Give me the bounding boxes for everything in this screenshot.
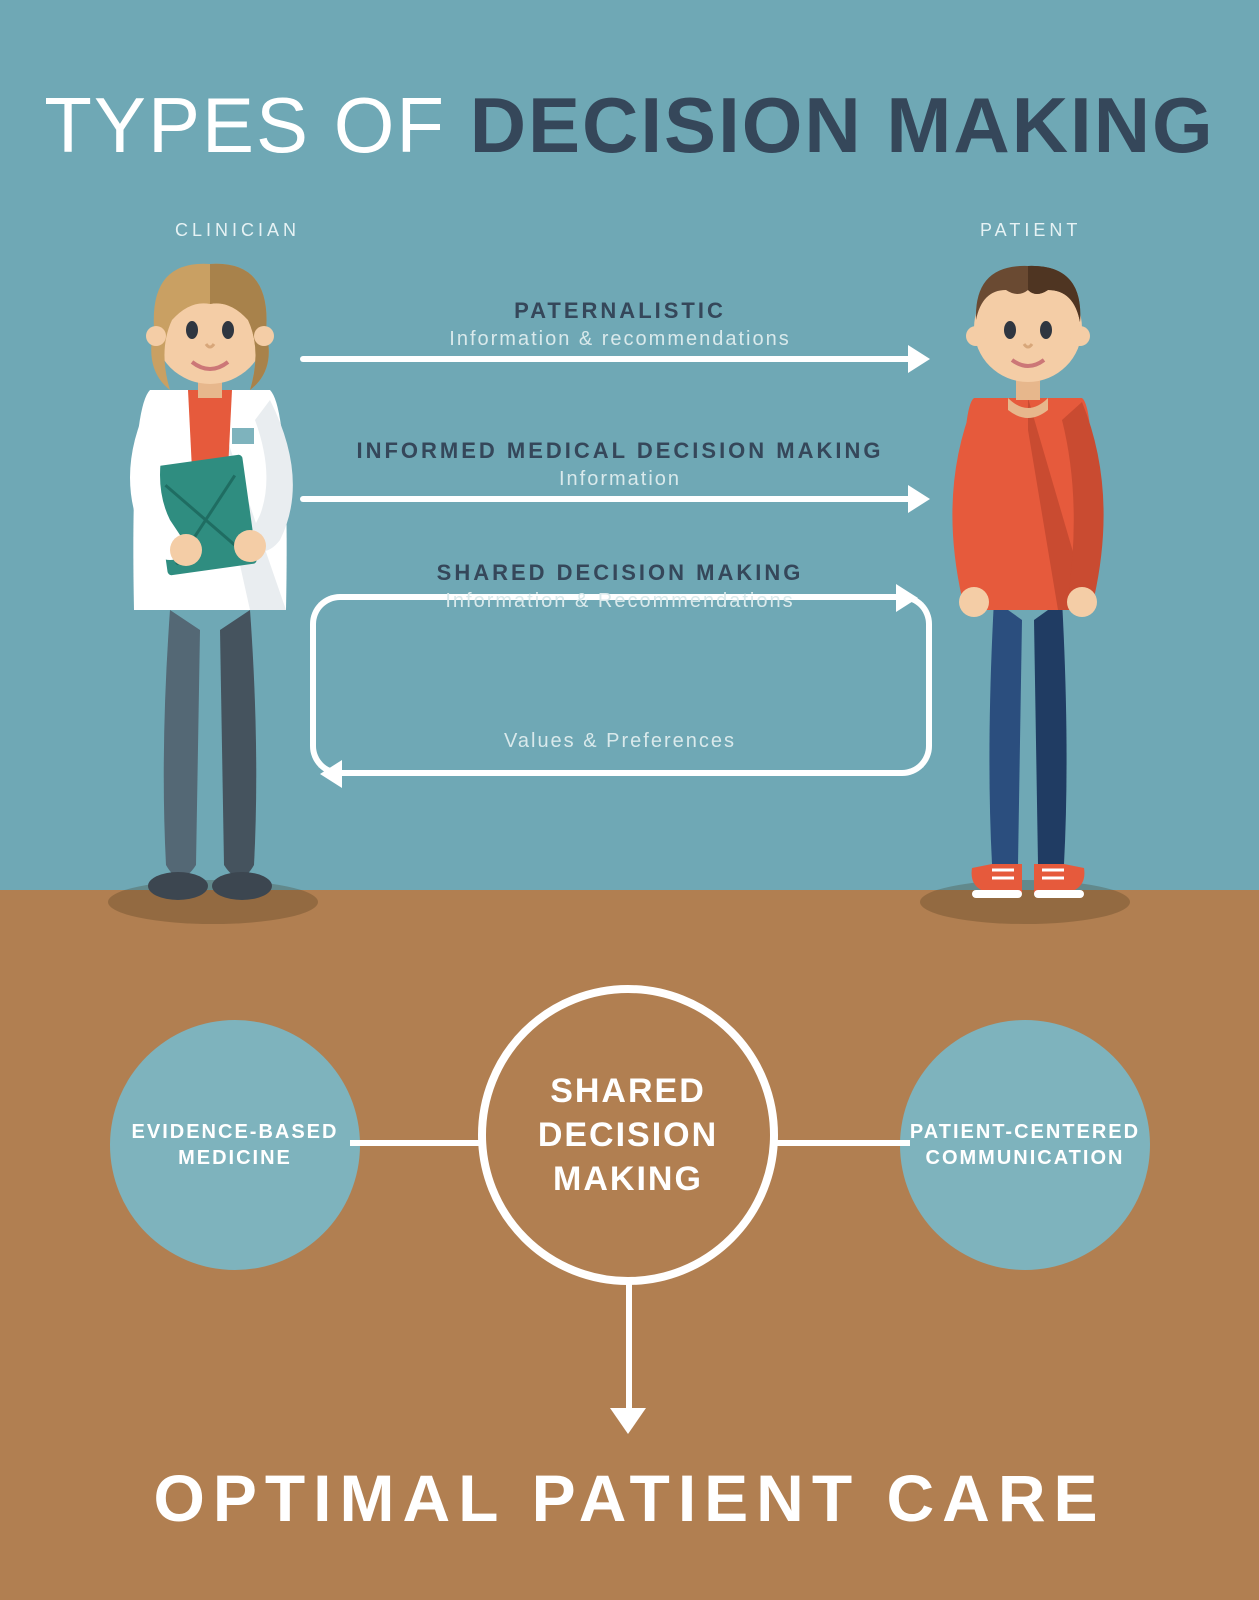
flow-shared-bottom: Values & Preferences: [340, 730, 900, 753]
title-emphasis: DECISION MAKING: [470, 81, 1215, 169]
flow-title-1: PATERNALISTIC: [340, 298, 900, 324]
arrow-head-paternalistic: [908, 345, 930, 373]
loop-right: [926, 624, 932, 746]
clinician-label: CLINICIAN: [175, 220, 300, 241]
flow-sub-1: Information & recommendations: [340, 328, 900, 351]
flow-title-3: SHARED DECISION MAKING: [340, 560, 900, 586]
clinician-figure: [100, 250, 320, 915]
flow-sub-3a: Information & Recommendations: [340, 590, 900, 613]
arrow-head-informed: [908, 485, 930, 513]
loop-arrow-left: [320, 760, 342, 788]
main-title: TYPES OF DECISION MAKING: [0, 80, 1259, 171]
down-arrow-head: [610, 1408, 646, 1434]
flow-title-2: INFORMED MEDICAL DECISION MAKING: [340, 438, 900, 464]
connector-right: [776, 1140, 910, 1146]
circle-patient-centered: PATIENT-CENTEREDCOMMUNICATION: [900, 1020, 1150, 1270]
flow-sub-3b: Values & Preferences: [340, 730, 900, 753]
circle-evidence-text: EVIDENCE-BASEDMEDICINE: [132, 1119, 339, 1171]
circle-shared: SHAREDDECISIONMAKING: [478, 985, 778, 1285]
circle-evidence: EVIDENCE-BASEDMEDICINE: [110, 1020, 360, 1270]
flow-shared: SHARED DECISION MAKING Information & Rec…: [340, 560, 900, 613]
circle-patient-text: PATIENT-CENTEREDCOMMUNICATION: [910, 1119, 1140, 1171]
arrow-paternalistic: [300, 356, 912, 362]
loop-left: [310, 624, 316, 746]
title-prefix: TYPES OF: [44, 81, 469, 169]
connector-left: [350, 1140, 484, 1146]
circle-shared-text: SHAREDDECISIONMAKING: [538, 1069, 718, 1202]
arrow-informed: [300, 496, 912, 502]
down-arrow-line: [626, 1284, 632, 1414]
patient-figure: [918, 250, 1138, 915]
flow-paternalistic: PATERNALISTIC Information & recommendati…: [340, 298, 900, 351]
flow-informed: INFORMED MEDICAL DECISION MAKING Informa…: [340, 438, 900, 491]
flow-sub-2: Information: [340, 468, 900, 491]
patient-label: PATIENT: [980, 220, 1081, 241]
loop-bottom: [340, 770, 900, 776]
outcome-text: OPTIMAL PATIENT CARE: [0, 1460, 1259, 1536]
